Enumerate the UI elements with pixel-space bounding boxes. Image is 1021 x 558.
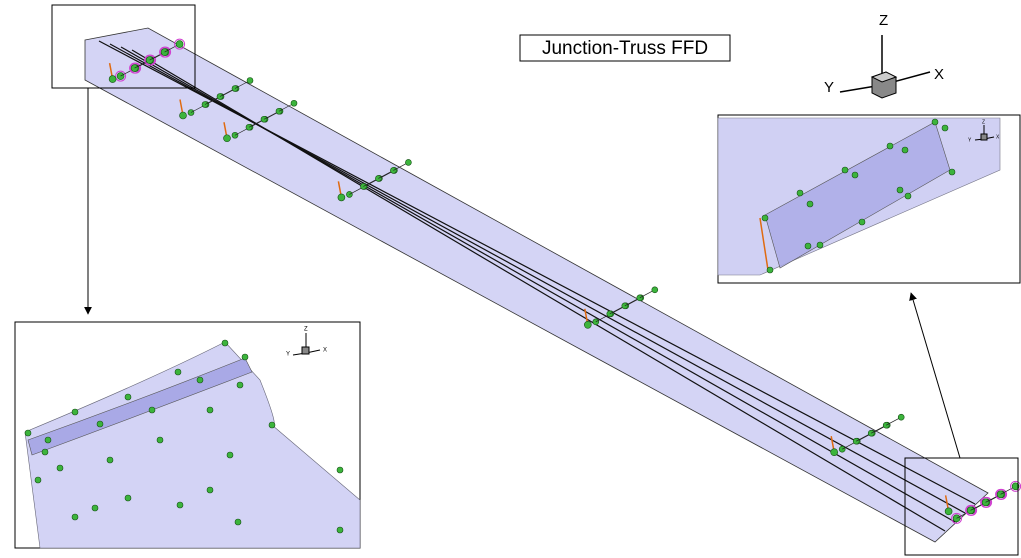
arrow-right: [911, 293, 960, 458]
control-point: [902, 147, 908, 153]
control-point: [949, 169, 955, 175]
control-point: [222, 340, 228, 346]
control-point: [107, 457, 113, 463]
control-point: [945, 508, 952, 515]
control-point: [242, 354, 248, 360]
triad-x: X: [934, 66, 944, 83]
control-point: [97, 421, 103, 427]
control-point: [797, 190, 803, 196]
triad-y: Y: [824, 79, 834, 96]
control-point: [817, 242, 823, 248]
inset-left-z: Z: [304, 327, 308, 333]
control-point: [338, 194, 345, 201]
control-point: [25, 430, 31, 436]
control-point: [337, 467, 343, 473]
control-point: [227, 452, 233, 458]
control-point: [897, 187, 903, 193]
control-point: [35, 477, 41, 483]
control-point: [125, 394, 131, 400]
control-point: [175, 369, 181, 375]
control-point: [762, 215, 768, 221]
control-point: [45, 437, 51, 443]
control-point: [57, 465, 63, 471]
control-point: [337, 527, 343, 533]
inset-left: Z X Y: [15, 322, 360, 548]
control-point: [72, 514, 78, 520]
control-point: [887, 143, 893, 149]
inset-right: Z X Y: [718, 115, 1020, 283]
control-point: [942, 125, 948, 131]
inset-left-x: X: [323, 348, 327, 354]
control-point: [291, 100, 297, 106]
control-point: [180, 112, 187, 119]
ffd-view: Junction-Truss FFD Z X Y Z X Y Z: [0, 0, 1021, 558]
control-point: [176, 41, 183, 48]
triad: Z X Y: [824, 12, 944, 98]
control-point: [898, 414, 904, 420]
control-point: [207, 487, 213, 493]
control-point: [584, 321, 591, 328]
control-point: [831, 449, 838, 456]
inset-right-z: Z: [982, 119, 985, 125]
title: Junction-Truss FFD: [542, 38, 708, 59]
triad-z: Z: [879, 12, 888, 29]
control-point: [157, 437, 163, 443]
control-point: [237, 382, 243, 388]
control-point: [109, 76, 116, 83]
control-point: [149, 407, 155, 413]
control-point: [197, 377, 203, 383]
control-point: [859, 219, 865, 225]
inset-left-y: Y: [286, 352, 290, 358]
control-point: [177, 502, 183, 508]
control-point: [932, 119, 938, 125]
control-point: [842, 167, 848, 173]
control-point: [92, 505, 98, 511]
control-point: [405, 159, 411, 165]
control-point: [42, 449, 48, 455]
control-point: [235, 519, 241, 525]
control-point: [247, 78, 253, 84]
control-point: [905, 193, 911, 199]
control-point: [207, 407, 213, 413]
control-point: [224, 135, 231, 142]
control-point: [807, 201, 813, 207]
control-point: [652, 287, 658, 293]
control-point: [269, 422, 275, 428]
control-point: [125, 495, 131, 501]
control-point: [767, 267, 773, 273]
control-point: [72, 409, 78, 415]
control-point: [805, 243, 811, 249]
control-point: [852, 172, 858, 178]
